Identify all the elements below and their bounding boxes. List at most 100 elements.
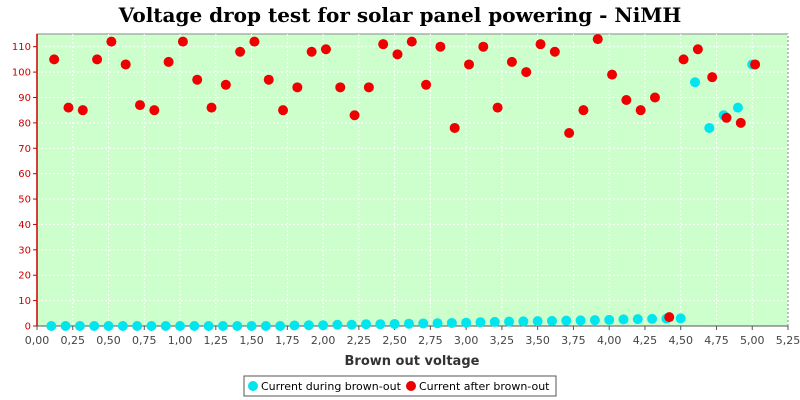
- data-point: [117, 321, 128, 331]
- data-point: [89, 321, 100, 331]
- x-axis-title: Brown out voltage: [345, 354, 480, 369]
- y-tick-label: 50: [18, 195, 31, 206]
- data-point: [103, 321, 114, 331]
- data-point: [318, 320, 329, 331]
- data-point: [175, 321, 186, 331]
- data-point: [260, 321, 271, 331]
- data-point: [249, 36, 260, 47]
- x-tick-label: 4,50: [668, 334, 693, 347]
- data-point: [263, 74, 274, 85]
- data-point: [278, 105, 289, 116]
- legend-box: [243, 375, 557, 397]
- data-point: [721, 112, 732, 123]
- data-point: [489, 316, 500, 327]
- data-point: [461, 317, 472, 328]
- data-point: [203, 321, 214, 331]
- data-point: [92, 54, 103, 65]
- data-point: [421, 79, 432, 90]
- data-point: [275, 321, 286, 331]
- data-point: [607, 69, 618, 80]
- data-point: [332, 319, 343, 330]
- data-point: [618, 314, 629, 325]
- data-point: [189, 321, 200, 331]
- chart-title: Voltage drop test for solar panel poweri…: [118, 3, 682, 27]
- data-point: [604, 314, 615, 325]
- x-tick-label: 2,75: [418, 334, 443, 347]
- y-tick-label: 90: [18, 93, 31, 104]
- data-points: [46, 34, 761, 331]
- data-point: [206, 102, 217, 113]
- data-point: [504, 316, 515, 327]
- data-point: [478, 41, 489, 52]
- data-point: [532, 316, 543, 327]
- data-point: [134, 100, 145, 111]
- data-point: [160, 321, 171, 331]
- data-point: [74, 321, 85, 331]
- data-point: [363, 82, 374, 93]
- x-tick-label: 1,25: [204, 334, 229, 347]
- x-tick-label: 2,50: [382, 334, 407, 347]
- data-point: [578, 105, 589, 116]
- data-point: [675, 313, 686, 324]
- data-point: [575, 315, 586, 326]
- data-point: [464, 59, 475, 70]
- data-point: [246, 321, 257, 331]
- x-tick-label: 4,25: [633, 334, 658, 347]
- data-point: [735, 117, 746, 128]
- data-point: [435, 41, 446, 52]
- legend-label: Current during brown-out: [261, 380, 402, 393]
- data-point: [349, 110, 360, 121]
- data-point: [146, 321, 157, 331]
- y-tick-label: 110: [12, 42, 31, 53]
- y-tick-label: 60: [18, 169, 31, 180]
- data-point: [690, 77, 701, 88]
- data-point: [535, 39, 546, 50]
- data-point: [335, 82, 346, 93]
- data-point: [432, 318, 443, 329]
- data-point: [49, 54, 60, 65]
- x-tick-label: 1,50: [239, 334, 264, 347]
- data-point: [592, 34, 603, 45]
- y-ticks: 0 10 20 30 40 50 60 70 80 90 100 110: [12, 42, 37, 333]
- x-tick-label: 0,00: [25, 334, 50, 347]
- data-point: [549, 46, 560, 57]
- data-point: [446, 317, 457, 328]
- data-point: [217, 321, 228, 331]
- data-point: [192, 74, 203, 85]
- data-point: [378, 39, 389, 50]
- data-point: [220, 79, 231, 90]
- data-point: [518, 316, 529, 327]
- legend: Current during brown-out Current after br…: [243, 375, 557, 397]
- data-point: [375, 319, 386, 330]
- y-tick-label: 30: [18, 245, 31, 256]
- y-tick-label: 40: [18, 220, 31, 231]
- y-tick-label: 80: [18, 118, 31, 129]
- plot-area: [36, 33, 789, 327]
- x-tick-label: 0,75: [132, 334, 157, 347]
- x-ticks: 0,00 0,25 0,50 0,75 1,00 1,25 1,50 1,75 2,00 2,25…: [25, 326, 800, 347]
- data-point: [235, 46, 246, 57]
- data-point: [403, 318, 414, 329]
- data-point: [506, 56, 517, 67]
- data-point: [750, 59, 761, 70]
- data-point: [546, 315, 557, 326]
- data-point: [492, 102, 503, 113]
- y-tick-label: 0: [25, 322, 31, 333]
- data-point: [392, 49, 403, 60]
- x-tick-label: 3,50: [525, 334, 550, 347]
- x-tick-label: 5,25: [776, 334, 800, 347]
- grid: [36, 34, 789, 327]
- data-point: [704, 122, 715, 133]
- data-point: [389, 318, 400, 329]
- data-point: [449, 122, 460, 133]
- data-point: [177, 36, 188, 47]
- legend-marker: [406, 381, 416, 391]
- data-point: [678, 54, 689, 65]
- data-point: [289, 320, 300, 331]
- data-point: [303, 320, 314, 331]
- data-point: [707, 72, 718, 83]
- data-point: [60, 321, 71, 331]
- data-point: [692, 44, 703, 55]
